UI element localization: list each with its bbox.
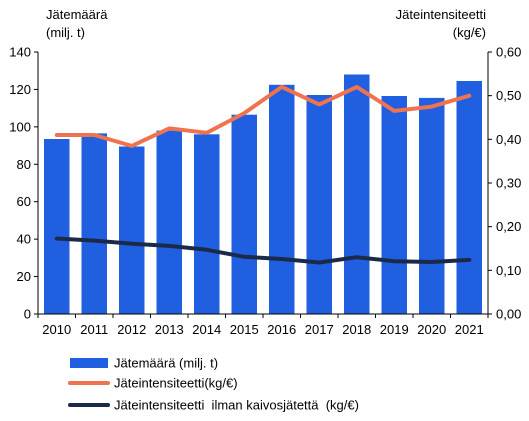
legend-label: Jäteintensiteetti(kg/€) — [114, 376, 238, 391]
y-right-tick-label: 0,50 — [496, 88, 521, 103]
legend: Jätemäärä (milj. t) Jäteintensiteetti(kg/… — [68, 356, 359, 413]
y-left-title-line1: Jätemäärä — [46, 7, 108, 22]
bar-2013 — [156, 130, 182, 314]
legend-label: Jätemäärä (milj. t) — [114, 356, 218, 371]
line-series-1 — [54, 84, 472, 148]
bar-2021 — [456, 81, 482, 314]
y-right-tick-label: 0,00 — [496, 307, 521, 322]
bar-2014 — [194, 134, 220, 314]
x-tick-label: 2015 — [230, 322, 259, 337]
y-right-title-line1: Jäteintensiteetti — [396, 7, 486, 22]
bar-series — [44, 74, 482, 315]
x-tick-label: 2017 — [305, 322, 334, 337]
bar-2017 — [306, 95, 332, 314]
bar-2020 — [419, 97, 445, 315]
legend-swatch-bar — [70, 358, 108, 368]
bar-2011 — [81, 133, 107, 314]
y-right-tick-label: 0,30 — [496, 176, 521, 191]
y-right-title-line2: (kg/€) — [453, 25, 486, 40]
y-left-tick-label: 120 — [9, 82, 31, 97]
y-left-tick-label: 0 — [24, 307, 31, 322]
bar-2015 — [231, 114, 257, 314]
y-left-tick-label: 100 — [9, 119, 31, 134]
y-left-tick-label: 60 — [17, 194, 31, 209]
y-left-tick-label: 140 — [9, 45, 31, 60]
bar-2019 — [381, 96, 407, 314]
bar-2018 — [344, 74, 370, 314]
y-right-tick-label: 0,20 — [496, 219, 521, 234]
bar-2016 — [269, 84, 295, 315]
bar-2012 — [119, 146, 145, 314]
y-left-title-line2: (milj. t) — [46, 25, 85, 40]
x-tick-label: 2011 — [80, 322, 108, 337]
y-left-tick-label: 80 — [17, 157, 31, 172]
y-right-tick-label: 0,10 — [496, 263, 521, 278]
x-tick-label: 2019 — [380, 322, 409, 337]
x-tick-label: 2010 — [42, 322, 71, 337]
y-left-tick-label: 20 — [17, 269, 31, 284]
bar-2010 — [44, 139, 70, 314]
x-tick-label: 2018 — [342, 322, 371, 337]
x-tick-label: 2016 — [267, 322, 296, 337]
line-series — [54, 84, 472, 265]
x-tick-label: 2012 — [117, 322, 146, 337]
y-right-tick-label: 0,40 — [496, 132, 521, 147]
legend-label: Jäteintensiteetti ilman kaivosjätettä (k… — [114, 398, 359, 413]
axes: 0 20 40 60 80 100 120 140 0,00 0,10 0,20 0,30 0,40 0,… — [9, 7, 521, 337]
line-series-2 — [54, 236, 472, 265]
x-tick-label: 2020 — [417, 322, 446, 337]
y-right-tick-label: 0,60 — [496, 45, 521, 60]
x-tick-label: 2021 — [455, 322, 484, 337]
x-tick-label: 2013 — [155, 322, 184, 337]
y-left-tick-label: 40 — [17, 232, 31, 247]
x-tick-label: 2014 — [192, 322, 221, 337]
